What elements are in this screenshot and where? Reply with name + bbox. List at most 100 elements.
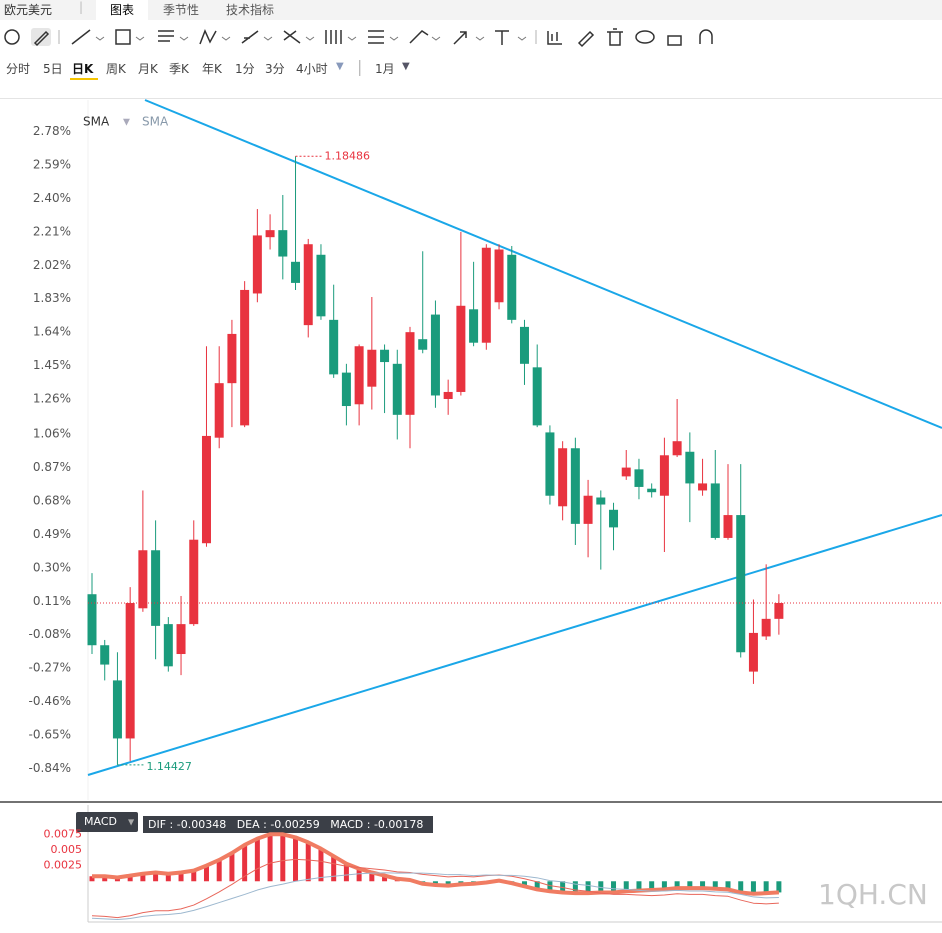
macd-bar	[203, 865, 209, 882]
timeframe[interactable]: 分时	[6, 62, 31, 76]
dropdown-arrow[interactable]: ▼	[123, 118, 130, 128]
candle-body	[316, 254, 326, 317]
timeframe[interactable]: 4小时	[296, 62, 328, 76]
timeframe-active[interactable]: 日K	[72, 62, 94, 76]
candle-body	[291, 261, 301, 283]
trend-line[interactable]	[87, 514, 942, 776]
macd-bar	[649, 881, 655, 891]
y-tick-label: -0.84%	[29, 761, 71, 775]
candle-body	[545, 432, 555, 496]
tool-icon[interactable]	[33, 30, 50, 47]
candle-body	[380, 349, 390, 363]
macd-bar	[661, 881, 667, 890]
macd-bar	[509, 881, 515, 884]
divider: |	[357, 57, 363, 76]
macd-bar	[305, 842, 311, 882]
y-tick-label: 2.02%	[33, 258, 71, 272]
y-tick-label: 0.30%	[33, 560, 71, 574]
candle-body	[710, 483, 720, 538]
timeframe[interactable]: 3分	[265, 62, 285, 76]
tool-icon[interactable]	[577, 30, 595, 48]
candle-body	[634, 469, 644, 487]
y-tick-label: 0.11%	[33, 594, 71, 608]
candle-body	[443, 391, 453, 399]
macd-bar	[547, 881, 553, 892]
macd-bar	[560, 881, 566, 893]
range[interactable]: 1月	[375, 62, 395, 76]
macd-bar	[356, 868, 362, 882]
tool-icon[interactable]	[241, 30, 259, 44]
macd-bar	[445, 881, 451, 886]
tool-icon[interactable]	[115, 29, 131, 45]
timeframe[interactable]: 年K	[202, 62, 222, 76]
timeframe[interactable]: 月K	[138, 62, 158, 76]
candle-body	[227, 333, 237, 384]
dropdown-arrow[interactable]: ▼	[402, 61, 410, 72]
tab[interactable]: 图表	[110, 3, 135, 17]
tool-icon[interactable]	[607, 28, 623, 46]
indicator-info: DIF : -0.00348 DEA : -0.00259 MACD : -0.…	[148, 818, 423, 831]
candle-body	[761, 618, 771, 637]
timeframe[interactable]: 季K	[169, 62, 189, 76]
macd-bar	[725, 881, 731, 890]
dropdown-arrow[interactable]: ▼	[336, 61, 344, 72]
tool-icon[interactable]	[547, 31, 562, 45]
candle-body	[774, 603, 784, 619]
macd-bar	[114, 877, 120, 882]
trend-line[interactable]	[144, 99, 942, 429]
tool-icon[interactable]	[667, 35, 682, 46]
timeframe[interactable]: 5日	[43, 62, 63, 76]
indicator-title: MACD	[84, 815, 117, 828]
candle-body	[481, 247, 491, 343]
divider: |	[79, 0, 84, 14]
tool-icon[interactable]	[4, 29, 20, 45]
tool-icon[interactable]	[409, 30, 429, 44]
tool-icon[interactable]	[699, 29, 713, 44]
timeframe[interactable]: 1分	[235, 62, 255, 76]
timeframe[interactable]: 周K	[106, 62, 126, 76]
tool-icon[interactable]	[199, 29, 217, 45]
y-tick-label: 2.78%	[33, 124, 71, 138]
macd-bar	[471, 881, 477, 884]
tool-icon[interactable]	[158, 30, 174, 42]
macd-bar	[153, 872, 159, 882]
tool-icon[interactable]	[283, 30, 301, 44]
tool-icon[interactable]	[71, 29, 91, 45]
macd-bar	[318, 848, 324, 882]
macd-bar	[496, 880, 502, 882]
macd-bar	[521, 881, 527, 887]
tool-icon[interactable]	[453, 31, 467, 45]
tool-icon[interactable]	[325, 30, 342, 44]
indicator-label[interactable]: SMA	[83, 115, 110, 129]
indicator-label[interactable]: SMA	[142, 115, 169, 129]
macd-outline	[92, 832, 779, 896]
macd-bar	[369, 872, 375, 882]
candle-body	[494, 249, 504, 303]
indicator-badge	[76, 812, 138, 832]
dropdown-arrows	[95, 36, 527, 41]
candle-body	[405, 332, 415, 415]
macd-bar	[458, 881, 464, 885]
tool-icon[interactable]	[635, 30, 655, 44]
y-tick-label: 0.005	[51, 843, 83, 856]
y-tick-label: -0.27%	[29, 661, 71, 675]
macd-bar	[700, 881, 706, 889]
macd-bar	[280, 834, 286, 882]
candle-body	[647, 488, 657, 493]
y-tick-label: 0.0075	[44, 827, 83, 840]
macd-bar	[623, 881, 629, 892]
candle-body	[736, 515, 746, 653]
y-tick-label: 2.59%	[33, 158, 71, 172]
tool-icon[interactable]	[368, 30, 384, 44]
macd-bar	[598, 881, 604, 893]
macd-bar	[331, 856, 337, 882]
y-tick-label: 1.06%	[33, 427, 71, 441]
tab[interactable]: 技术指标	[226, 3, 275, 17]
tab[interactable]: 季节性	[163, 3, 200, 17]
macd-bar	[534, 881, 540, 890]
y-tick-label: 0.87%	[33, 460, 71, 474]
macd-bar	[165, 873, 171, 882]
candle-body	[138, 550, 148, 609]
tool-icon[interactable]	[495, 30, 509, 45]
